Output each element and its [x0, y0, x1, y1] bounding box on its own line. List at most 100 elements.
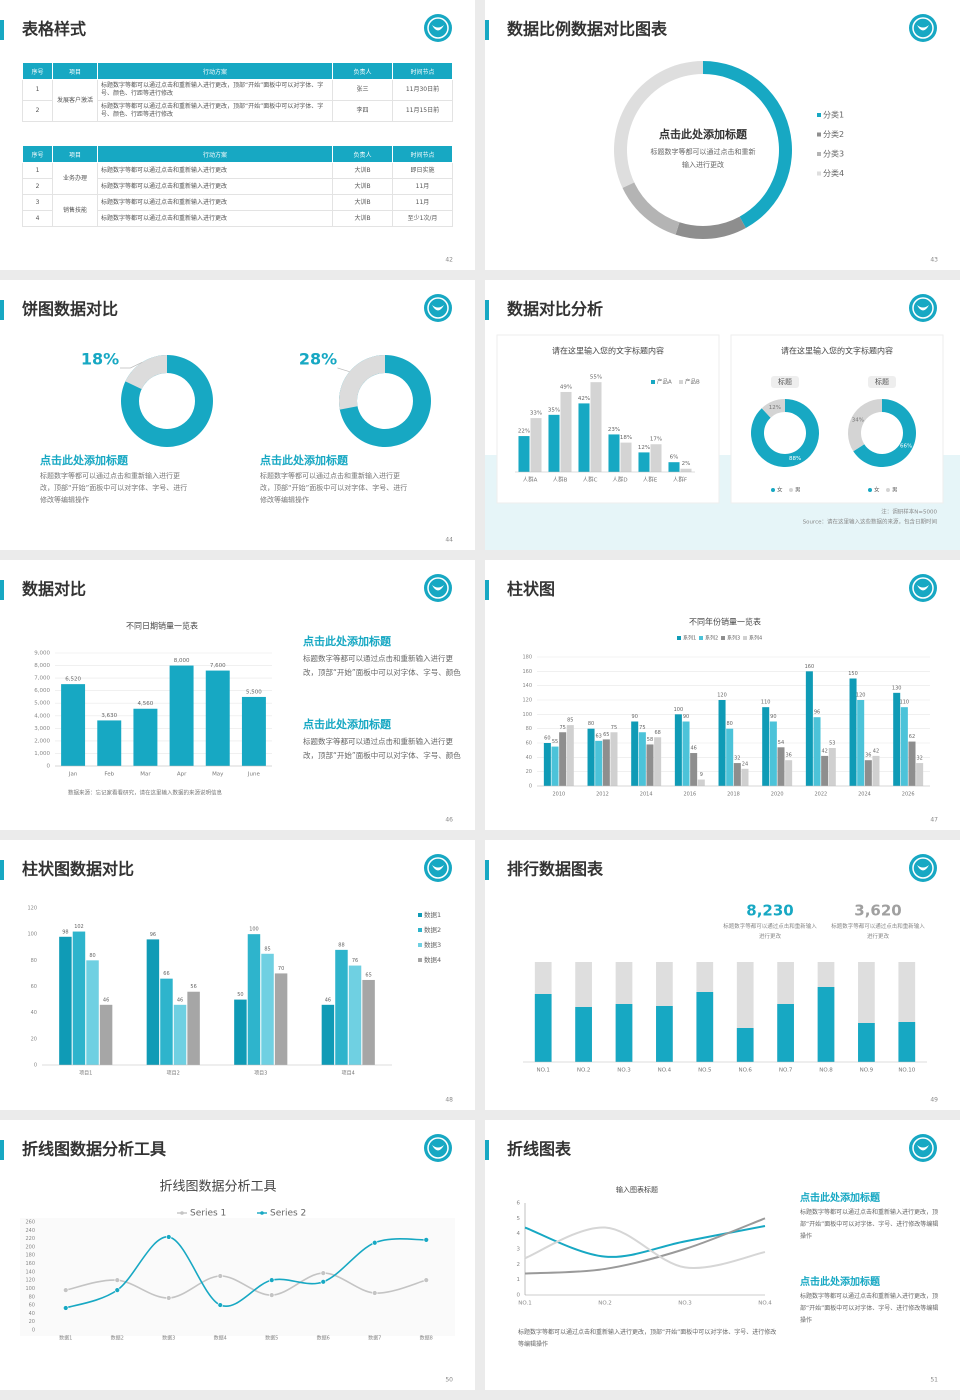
table: 序号 项目 行动方案 负责人 时间节点 1 业务办理 标题数字等都可以通过点击和重新输入进行更…: [22, 145, 453, 227]
x-tick-label: 2010: [552, 792, 565, 798]
table-cell: 标题数字等都可以通过点击和重新输入进行更改: [97, 162, 333, 179]
x-tick-label: NO.5: [698, 1068, 712, 1074]
y-tick-label: 140: [522, 683, 532, 689]
value-label: 65: [603, 732, 609, 738]
bar: [680, 468, 692, 472]
footnote: 注：调研样本N=5000: [881, 508, 937, 516]
value-label: 76: [352, 958, 358, 964]
bar: [241, 696, 266, 766]
y-tick-label: 4: [517, 1231, 521, 1237]
slide: 数据对比分析45请在这里输入您的文字标题内容请在这里输入您的文字标题内容产品A产…: [485, 280, 960, 550]
y-tick-label: 3,000: [34, 726, 50, 732]
value-label: 2%: [682, 461, 691, 467]
table-cell: 销售技能: [52, 194, 98, 227]
slide: 数据比例数据对比图表 43 点击此处添加标题 分类1 分类2 分类3 分类4 标题数字等都可以…: [485, 0, 960, 270]
legend-label: 分类4: [823, 168, 844, 178]
y-tick-label: 1: [517, 1277, 521, 1283]
bar: [668, 462, 680, 472]
donut-segment: [125, 355, 167, 390]
bar: [534, 994, 552, 1062]
value-label: 90: [632, 714, 638, 720]
bar: [595, 740, 603, 786]
series-dot: [423, 1237, 429, 1243]
slide: 折线图表 51 输入图表标题 0 1 2 3 4 5 6 NO.1 NO.2 NO.3 NO.4 点击此处添…: [485, 1120, 960, 1390]
slide-title: 折线图表: [507, 1140, 572, 1159]
x-tick-label: NO.10: [898, 1068, 915, 1074]
bar: [864, 760, 872, 786]
donut-segment: [622, 182, 680, 235]
value-label: 18%: [620, 435, 632, 441]
slide-title: 排行数据图表: [507, 860, 604, 879]
value-label: 12%: [769, 405, 781, 411]
page-number: 46: [445, 817, 453, 824]
slide-canvas: 数据对比分析45请在这里输入您的文字标题内容请在这里输入您的文字标题内容产品A产…: [485, 294, 960, 550]
y-tick-label: 3: [517, 1247, 521, 1253]
value-label: 58: [647, 737, 653, 743]
slide-title: 折线图数据分析工具: [22, 1140, 166, 1159]
bar: [656, 1006, 673, 1062]
x-tick-label: 2020: [771, 792, 784, 798]
bar: [97, 720, 122, 766]
y-tick-label: 40: [31, 1010, 37, 1016]
logo-ring: [427, 297, 449, 319]
title-accent: [0, 580, 4, 600]
legend-swatch: [418, 928, 422, 932]
legend-label: Series 2: [270, 1209, 306, 1219]
slide-canvas: 饼图数据对比 44 18% 点击此处添加标题 28% 点击此处添加标题: [0, 294, 453, 544]
series-dot: [63, 1287, 69, 1293]
legend-label: 系列1: [683, 635, 696, 642]
value-label: 75: [611, 725, 617, 731]
value-label: 23%: [608, 427, 620, 433]
table-cell: 4: [22, 210, 53, 227]
leader-line: [120, 361, 143, 369]
bar: [551, 746, 559, 786]
table-row: 1 业务办理 标题数字等都可以通过点击和重新输入进行更改 大训B 即日实施: [22, 162, 453, 195]
bar: [620, 442, 632, 472]
x-tick-label: 数据3: [162, 1335, 175, 1342]
block-text: 标题数字等都可以通过点击和重新输入进行更改，顶部“开始”面板中可以对字体、字号、…: [260, 472, 408, 504]
x-tick-label: 数据4: [214, 1335, 227, 1342]
page-number: 44: [445, 537, 453, 544]
table-cell: 即日实施: [392, 162, 453, 179]
page-number: 51: [930, 1377, 938, 1384]
bar: [857, 700, 865, 786]
value-label: 5,500: [246, 689, 262, 695]
value-label: 130: [892, 685, 902, 691]
title-accent: [485, 860, 489, 880]
value-label: 46: [103, 997, 109, 1003]
y-tick-label: 6: [517, 1201, 521, 1207]
body-text: 标题数字等都可以通过点击和重新输入进行更改，顶部“开始”面板中可以对字体、字号、…: [518, 1329, 777, 1348]
x-tick-label: 人群C: [583, 476, 598, 484]
slide-title: 饼图数据对比: [22, 300, 118, 319]
bar: [849, 678, 857, 786]
block-heading: 点击此处添加标题: [303, 717, 392, 731]
slide-title: 柱状图数据对比: [22, 860, 134, 879]
stat-number: 8,230: [746, 902, 793, 920]
slide: 柱状图 47 不同年份销量一览表 系列1 系列2 系列3 系列4 0 20 40 60 80 100 12…: [485, 560, 960, 830]
legend-label: 分类1: [823, 110, 844, 120]
bar: [762, 707, 770, 786]
y-tick-label: 200: [25, 1244, 35, 1250]
legend-dot: [260, 1211, 264, 1215]
x-tick-label: 2014: [640, 792, 653, 798]
y-tick-label: 20: [526, 769, 532, 775]
table-cell: 标题数字等都可以通过点击和重新输入进行更改: [97, 178, 333, 195]
value-label: 36: [785, 753, 791, 759]
logo-mark: [917, 865, 929, 871]
bar: [674, 714, 682, 786]
value-label: 7,600: [210, 663, 226, 669]
bar: [916, 763, 924, 786]
value-label: 90: [770, 714, 776, 720]
bar: [638, 732, 646, 786]
table-cell: 标题数字等都可以通过点击和重新输入进行更改，顶部“开始”面板中可以对字体、字号、…: [97, 79, 333, 101]
series-dot: [320, 1279, 326, 1285]
legend-swatch: [418, 913, 422, 917]
bar: [769, 721, 777, 786]
x-tick-label: 数据1: [59, 1335, 72, 1342]
legend-dot: [886, 488, 890, 492]
value-label: 36: [865, 753, 871, 759]
bar: [559, 732, 567, 786]
donut-segment: [703, 61, 792, 228]
header-row: 序号 项目 行动方案 负责人 时间节点: [22, 145, 453, 163]
header-cell: 时间节点: [392, 145, 453, 163]
